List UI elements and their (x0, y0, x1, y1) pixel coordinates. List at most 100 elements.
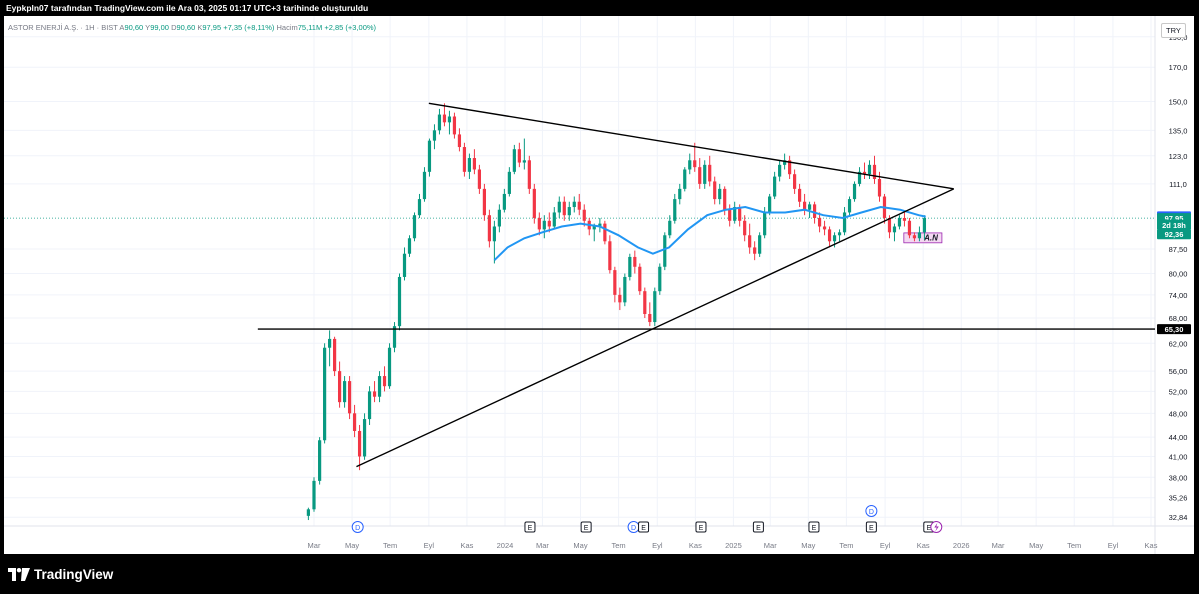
candle (507, 171, 511, 194)
earnings-marker (638, 521, 650, 533)
earnings-marker-label: E (812, 525, 817, 532)
x-tick-label: Tem (383, 541, 397, 550)
price-label-box (1157, 229, 1191, 240)
candle (337, 371, 342, 403)
dividend-marker-label: D (631, 525, 636, 532)
candle (812, 204, 817, 218)
x-tick-label: Mar (308, 541, 321, 550)
x-tick-label: Eyl (880, 541, 891, 550)
low-value: 90,60 (176, 23, 196, 32)
trendline (356, 188, 955, 468)
candle (306, 509, 310, 516)
candle (442, 114, 447, 123)
candle (832, 235, 837, 242)
price-label: 92,36 (1165, 230, 1184, 239)
candle (668, 220, 672, 236)
footer-bar (0, 554, 1199, 594)
y-tick-label: 80,00 (1169, 270, 1188, 279)
volume-label: Hacim (276, 23, 298, 32)
candle (522, 160, 526, 163)
y-tick-label: 62,00 (1169, 339, 1188, 348)
candle (592, 226, 596, 230)
candle (827, 229, 832, 242)
x-tick-label: 2024 (497, 541, 514, 550)
earnings-marker (695, 521, 707, 533)
candle (653, 291, 657, 323)
y-tick-label: 44,00 (1169, 433, 1188, 442)
x-tick-label: Mar (536, 541, 549, 550)
candle (457, 134, 462, 148)
candle (382, 376, 387, 387)
candle (842, 212, 847, 233)
earnings-marker-label: E (756, 525, 761, 532)
candle (397, 276, 402, 327)
caption-bar: Eypkpln07 tarafından TradingView.com ile… (0, 0, 1199, 16)
earnings-marker-label: E (699, 525, 704, 532)
candle (793, 174, 797, 189)
candle (743, 220, 747, 236)
y-tick-label: 68,00 (1169, 314, 1188, 323)
candle (718, 188, 722, 200)
candle (422, 171, 427, 200)
x-tick-label: Eyl (652, 541, 663, 550)
candle (323, 347, 327, 441)
flash-icon-bolt (934, 523, 939, 532)
candle (877, 179, 882, 197)
currency-button[interactable]: TRY (1161, 23, 1186, 38)
brand[interactable]: TradingView (8, 567, 113, 582)
close-value: 97,95 (202, 23, 222, 32)
candle (847, 199, 852, 213)
x-tick-label: Kas (917, 541, 930, 550)
candle (447, 116, 452, 123)
x-tick-label: Mar (992, 541, 1005, 550)
price-label: 65,30 (1165, 325, 1184, 334)
candle (347, 381, 352, 414)
high-label: Y (145, 23, 151, 32)
x-tick-label: Eyl (1108, 541, 1119, 550)
candle (557, 201, 561, 213)
symbol-legend: ASTOR ENERJİ A.Ş. · 1H · BIST A90,60 Y99… (8, 23, 376, 32)
price-label: 97,95 (1165, 214, 1184, 223)
candle (472, 158, 477, 170)
candle (467, 158, 472, 172)
candle (887, 217, 892, 233)
candle (477, 169, 482, 189)
candle (618, 294, 622, 303)
candle (748, 235, 752, 248)
earnings-marker (808, 521, 820, 533)
candle (783, 160, 787, 165)
y-tick-label: 41,00 (1169, 452, 1188, 461)
candle (822, 226, 827, 230)
symbol-name: ASTOR ENERJİ A.Ş. · 1H · BIST (8, 23, 118, 32)
candle (572, 201, 576, 208)
y-tick-label: 111,0 (1169, 180, 1187, 189)
x-tick-label: Kas (1145, 541, 1158, 550)
y-tick-label: 87,50 (1169, 245, 1188, 254)
y-tick-label: 56,00 (1169, 367, 1188, 376)
candle (392, 326, 397, 348)
candle (577, 201, 581, 210)
earnings-marker-label: E (641, 525, 646, 532)
candle (603, 223, 607, 242)
chart-pane[interactable]: A.N190,0170,0150,0135,0123,0111,087,5080… (4, 16, 1194, 554)
candle (497, 209, 501, 227)
candle (902, 217, 907, 221)
earnings-marker (580, 521, 592, 533)
earnings-marker (524, 521, 536, 533)
y-tick-label: 32,84 (1169, 513, 1188, 522)
candle (372, 391, 377, 397)
candle (452, 116, 457, 135)
change-value: +7,35 (+8,11%) (223, 23, 275, 32)
y-tick-label: 52,00 (1169, 387, 1188, 396)
high-value: 99,00 (150, 23, 169, 32)
y-tick-label: 74,00 (1169, 291, 1188, 300)
x-tick-label: 2025 (725, 541, 742, 550)
candle (487, 215, 491, 242)
candle (377, 376, 382, 397)
price-label: 2d 18h (1162, 221, 1186, 230)
candle (638, 266, 642, 292)
price-chart[interactable]: A.N190,0170,0150,0135,0123,0111,087,5080… (4, 16, 1194, 554)
candle (867, 164, 872, 175)
candle (698, 167, 702, 184)
x-tick-label: May (573, 541, 587, 550)
